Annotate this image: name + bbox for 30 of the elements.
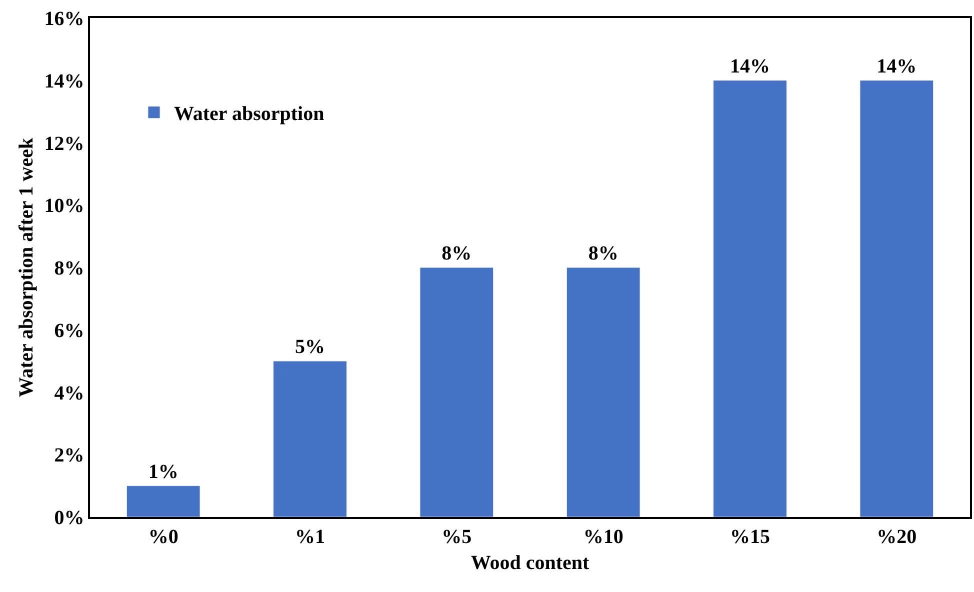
bar — [126, 486, 200, 517]
data-label: 1% — [148, 460, 178, 483]
y-tick-label: 16% — [44, 8, 84, 30]
y-tick-label: 8% — [54, 258, 84, 280]
bar — [273, 360, 347, 517]
y-tick-label: 2% — [54, 444, 84, 467]
y-tick-label: 0% — [54, 507, 84, 529]
bar — [420, 267, 494, 517]
x-tick-label: %5 — [442, 526, 472, 548]
data-label: 8% — [442, 242, 472, 264]
y-tick-label: 10% — [44, 195, 84, 218]
data-label: 8% — [588, 242, 618, 264]
x-axis-title: Wood content — [470, 552, 590, 574]
bar — [860, 80, 934, 517]
y-tick-label: 14% — [44, 70, 84, 92]
x-tick-label: %0 — [148, 526, 178, 548]
bar — [713, 80, 787, 517]
y-tick-label: 6% — [54, 320, 84, 342]
x-tick-label: %1 — [295, 526, 325, 548]
x-tick-label: %10 — [583, 526, 624, 548]
y-tick-label: 12% — [44, 132, 84, 155]
x-tick-label: %15 — [730, 526, 770, 548]
x-tick-label: %20 — [876, 526, 917, 548]
y-axis-title: Water absorption after 1 week — [15, 137, 38, 398]
legend-label: Water absorption — [174, 103, 324, 126]
data-label: 5% — [295, 336, 325, 358]
data-label: 14% — [876, 55, 917, 78]
y-tick-label: 4% — [54, 382, 84, 404]
bar — [566, 267, 640, 517]
data-label: 14% — [730, 55, 770, 78]
